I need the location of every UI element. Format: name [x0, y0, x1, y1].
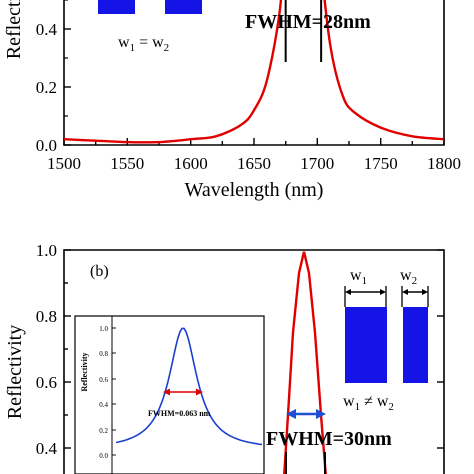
top-y-tick-label: 0.2	[36, 78, 57, 97]
top-y-tick-label: 0.0	[36, 136, 57, 155]
grating-bar-narrow	[403, 307, 428, 383]
width-label-w2: w2	[400, 267, 417, 287]
top-x-tick-label: 1800	[427, 154, 461, 173]
top-fwhm-label: FWHM=28nm	[245, 11, 371, 33]
top-y-tick-label: 0.4	[36, 20, 58, 39]
width-not-equal-label: w1 ≠ w2	[343, 393, 394, 413]
bottom-y-tick-label: 0.8	[36, 307, 57, 326]
top-x-tick-label: 1550	[110, 154, 144, 173]
top-x-axis-title: Wavelength (nm)	[185, 179, 324, 201]
w1-arrow-right	[380, 289, 386, 295]
inset-y-axis-title: Reflectivity	[80, 352, 89, 391]
bottom-fwhm-arrow-head-right	[316, 409, 326, 419]
bottom-y-tick-label: 1.0	[36, 241, 57, 260]
grating-bar-wide	[345, 307, 387, 383]
bottom-reflectivity-curve-right	[302, 251, 327, 474]
top-x-tick-label: 1500	[47, 154, 81, 173]
inset-y-tick-label: 0.8	[99, 350, 108, 358]
inset-fwhm-arrow-head-left	[163, 388, 170, 396]
top-x-tick-label: 1650	[237, 154, 271, 173]
top-x-tick-label: 1600	[174, 154, 208, 173]
inset-y-tick-label: 0.0	[99, 452, 108, 460]
inset-chart: Reflectivity 1.0 0.8 0.6 0.4 0.2 0.0	[74, 315, 265, 474]
w2-arrow-left	[402, 289, 408, 295]
bottom-y-tick-label: 0.6	[36, 373, 57, 392]
inset-reflectivity-curve	[115, 327, 263, 446]
bottom-panel: 1.0 0.8 0.6 0.4 Reflectivity (b) FWHM=30…	[4, 241, 445, 474]
w1-arrow-left	[345, 289, 351, 295]
top-x-tick-label: 1700	[300, 154, 334, 173]
width-label-w1: w1	[350, 267, 367, 287]
bottom-y-tick-label: 0.4	[36, 439, 58, 458]
top-grating-bar-right	[165, 0, 202, 14]
bottom-fwhm-arrow	[286, 409, 326, 419]
inset-fwhm-arrow-head-right	[196, 388, 203, 396]
inset-y-tick-label: 0.6	[99, 376, 108, 384]
inset-y-tick-label: 0.4	[99, 401, 108, 409]
inset-y-tick-label: 0.2	[99, 427, 108, 435]
bottom-y-axis-title: Reflectivity	[4, 325, 26, 419]
inset-y-ticks	[112, 327, 116, 456]
top-y-axis-title: Reflectivity	[3, 0, 25, 59]
top-grating-bar-left	[98, 0, 135, 14]
top-width-equal-label: w1 = w2	[118, 34, 169, 54]
inset-fwhm-arrow	[163, 388, 203, 396]
inset-y-tick-label: 1.0	[99, 325, 108, 333]
bottom-fwhm-label: FWHM=30nm	[266, 428, 392, 450]
bottom-fwhm-arrow-head-left	[286, 409, 296, 419]
top-x-tick-label: 1750	[364, 154, 398, 173]
bottom-y-ticks	[64, 249, 444, 449]
top-reflectivity-curve	[63, 0, 445, 144]
panel-label-b: (b)	[90, 263, 109, 280]
w2-arrow-right	[422, 289, 428, 295]
bottom-reflectivity-curve-left	[283, 251, 306, 474]
bottom-plot-frame	[63, 249, 445, 474]
bottom-grating-schematic: w1 w2 w1 ≠ w2	[343, 267, 429, 413]
inset-fwhm-label: FWHM=0.063 nm	[148, 409, 211, 418]
top-panel: 0.0 0.2 0.4 Reflectivity 1500 1550 1600 …	[3, 0, 461, 201]
